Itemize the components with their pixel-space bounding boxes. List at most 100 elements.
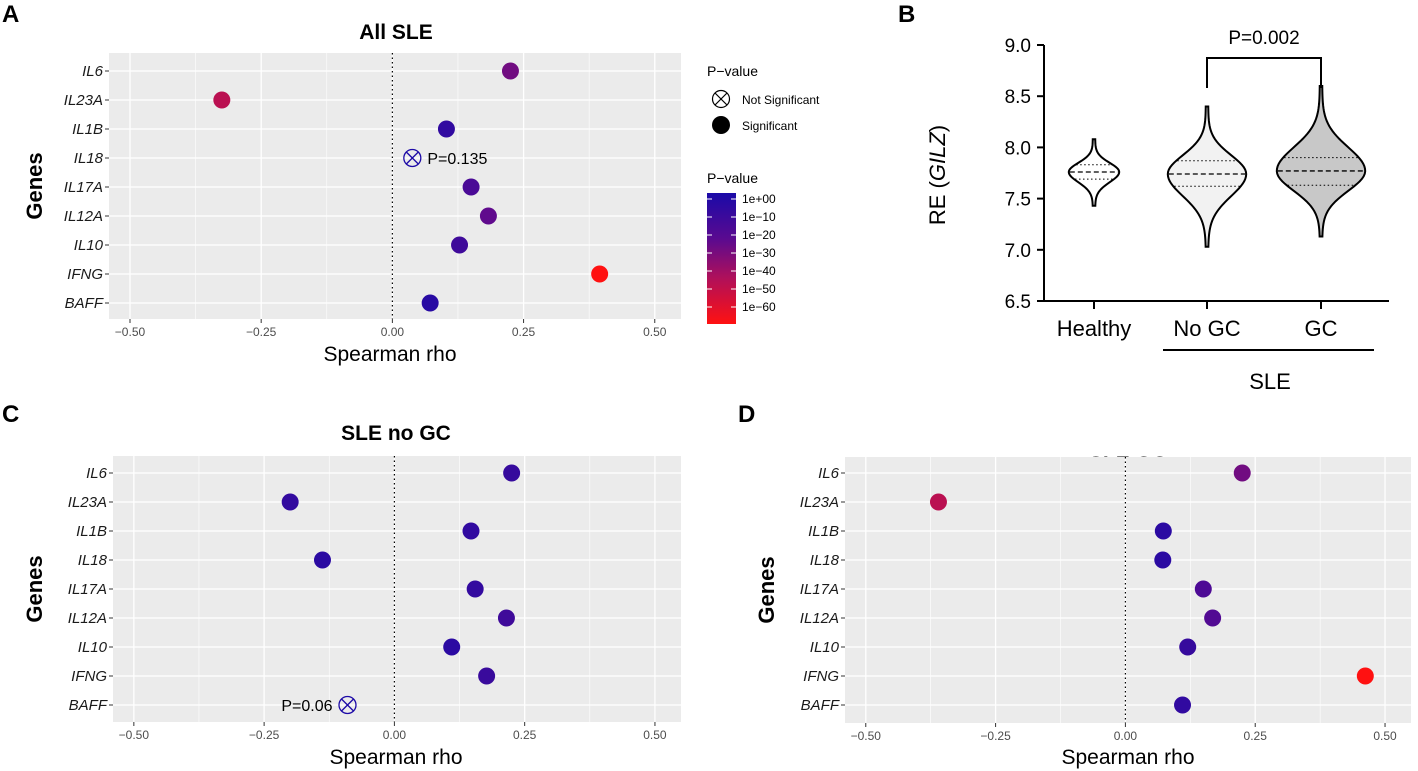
gene-label-il10: IL10	[78, 639, 108, 656]
x-tick-label: 0.00	[1114, 729, 1138, 743]
y-tick-label: 9.0	[1005, 36, 1031, 57]
point-il6	[1233, 464, 1251, 482]
x-tick-label: −0.25	[980, 729, 1011, 743]
point-il23a	[281, 493, 299, 511]
legend-not-significant-icon	[711, 89, 731, 109]
point-il17a	[1194, 580, 1212, 598]
point-ifng	[591, 265, 609, 283]
colorbar-tick-label: 1e−30	[742, 246, 776, 260]
point-il1b	[437, 120, 455, 138]
gene-label-il12a: IL12A	[800, 610, 839, 627]
point-baff	[1174, 696, 1192, 714]
x-tick-label: 0.50	[643, 325, 667, 339]
x-tick-label: 0.25	[1244, 729, 1268, 743]
panel-a: A All SLE P=0.135 IL6IL23AIL1BIL18IL17AI…	[2, 1, 681, 366]
panel-d-gene-labels: IL6 IL23A IL1B IL18 IL17A IL12A IL10 IFNG BAFF	[800, 465, 845, 714]
point-baff-not-significant	[338, 695, 357, 715]
panel-letter-c: C	[2, 401, 19, 428]
panel-letter-b: B	[898, 1, 915, 28]
panel-b-violins	[1067, 84, 1367, 248]
legend-colorbar-ticks: 1e+00 1e−10 1e−20 1e−30 1e−40 1e−50 1e−60	[707, 192, 776, 314]
point-il18-not-significant	[403, 148, 422, 168]
gene-label-ifng: IFNG	[67, 266, 103, 283]
colorbar-tick-label: 1e−60	[742, 300, 776, 314]
y-tick-label: 6.5	[1005, 292, 1031, 313]
x-tick-label: −0.50	[119, 728, 150, 742]
panel-a-xtick-labels: −0.50 −0.25 0.00 0.25 0.50	[115, 319, 667, 339]
panel-a-gridlines	[109, 53, 681, 319]
category-label-no-gc: No GC	[1173, 316, 1240, 341]
panel-d: D SLE GC IL6IL23AIL1BIL18IL17AIL12AIL10I…	[738, 401, 1411, 769]
gene-label-il12a: IL12A	[64, 208, 103, 225]
point-il10	[451, 236, 469, 254]
colorbar-tick-label: 1e−40	[742, 264, 776, 278]
gene-label-il17a: IL17A	[800, 581, 839, 598]
colorbar-tick-label: 1e−50	[742, 282, 776, 296]
category-label-healthy: Healthy	[1057, 316, 1132, 341]
panel-b-comparison-pvalue: P=0.002	[1228, 28, 1299, 49]
gene-label-il18: IL18	[810, 552, 840, 569]
point-il12a	[1204, 609, 1222, 627]
panel-b: B 6.5 7.0 7.5 8.0 8.5 9.0 Healthy No GC GC RE (…	[898, 1, 1389, 394]
gene-label-il6: IL6	[818, 465, 840, 482]
point-il1b	[462, 522, 480, 540]
colorbar-tick-label: 1e−10	[742, 210, 776, 224]
legend-item-not-significant: Not Significant	[742, 93, 820, 107]
panel-c-xtick-labels: −0.50 −0.25 0.00 0.25 0.50	[119, 722, 667, 742]
point-il10	[443, 638, 461, 656]
panel-d-plot-area	[845, 457, 1411, 723]
gene-label-il23a: IL23A	[800, 494, 839, 511]
x-tick-label: −0.50	[115, 325, 146, 339]
panel-c-gene-labels: IL6 IL23A IL1B IL18 IL17A IL12A IL10 IFNG BAFF	[68, 465, 113, 714]
panel-b-comparison-bracket	[1206, 57, 1322, 88]
panel-a-plot-area	[109, 53, 681, 319]
x-tick-label: 0.25	[513, 728, 537, 742]
panel-c-y-axis-label: Genes	[22, 555, 47, 622]
point-il23a	[929, 493, 947, 511]
gene-label-il23a: IL23A	[68, 494, 107, 511]
gene-label-il10: IL10	[74, 237, 104, 254]
y-tick-label: 7.5	[1005, 190, 1031, 211]
x-tick-label: 0.00	[381, 325, 405, 339]
pvalue-annotation-baff: P=0.06	[281, 698, 332, 715]
panel-b-sle-group-label: SLE	[1249, 369, 1291, 394]
panel-letter-a: A	[2, 1, 19, 28]
panel-d-y-axis-label: Genes	[754, 556, 779, 623]
x-tick-label: 0.50	[1373, 729, 1397, 743]
gene-label-il23a: IL23A	[64, 92, 103, 109]
point-baff	[421, 294, 439, 312]
point-ifng	[1356, 667, 1374, 685]
panel-a-title: All SLE	[359, 21, 433, 44]
gene-label-il18: IL18	[78, 552, 108, 569]
legend-item-significant: Significant	[742, 119, 798, 133]
panel-c-points: P=0.06	[281, 464, 521, 715]
panel-b-category-labels: Healthy No GC GC	[1057, 301, 1338, 341]
x-tick-label: 0.00	[383, 728, 407, 742]
gene-label-ifng: IFNG	[803, 668, 839, 685]
panel-c-x-axis-label: Spearman rho	[329, 746, 462, 769]
panel-c-title: SLE no GC	[341, 422, 451, 445]
gene-label-il10: IL10	[810, 639, 840, 656]
gene-label-il12a: IL12A	[68, 610, 107, 627]
panel-d-points	[929, 464, 1374, 714]
legend-color-title: P−value	[707, 170, 758, 186]
y-tick-label: 8.5	[1005, 87, 1031, 108]
panel-c: C SLE no GC P=0.06 IL6 IL23A IL1B IL18 IL17A…	[2, 401, 681, 769]
gene-label-il6: IL6	[86, 465, 108, 482]
point-il6	[503, 464, 521, 482]
colorbar-tick-label: 1e+00	[742, 192, 776, 206]
gene-label-il18: IL18	[74, 150, 104, 167]
point-il17a	[462, 178, 480, 196]
legend: P−value Not Significant Significant P−va…	[707, 63, 820, 324]
point-il10	[1179, 638, 1197, 656]
x-tick-label: −0.25	[249, 728, 280, 742]
legend-shape-title: P−value	[707, 63, 758, 79]
gene-label-il17a: IL17A	[68, 581, 107, 598]
legend-significant-icon	[712, 116, 730, 134]
pvalue-annotation-il18: P=0.135	[427, 151, 487, 168]
panel-d-xtick-labels: −0.50 −0.25 0.00 0.25 0.50	[851, 723, 1397, 743]
panel-b-y-ticks: 6.5 7.0 7.5 8.0 8.5 9.0	[1005, 36, 1044, 313]
point-il6	[501, 62, 519, 80]
panel-c-gridlines	[113, 456, 681, 722]
